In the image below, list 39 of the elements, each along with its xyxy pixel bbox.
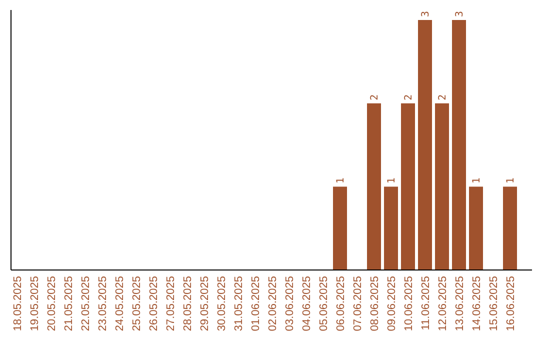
x-tick-label: 13.06.2025 — [454, 276, 466, 332]
data-label: 2 — [404, 94, 414, 100]
x-tick-label: 18.05.2025 — [12, 276, 24, 332]
x-tick-label: 19.05.2025 — [29, 276, 41, 332]
x-tick-label: 29.05.2025 — [199, 276, 211, 332]
x-tick-label: 03.06.2025 — [284, 276, 296, 332]
data-label: 3 — [420, 10, 432, 17]
x-tick-label: 28.05.2025 — [182, 276, 194, 332]
x-tick-label: 14.06.2025 — [471, 276, 483, 332]
data-label: 1 — [336, 178, 346, 184]
x-tick-label: 11.06.2025 — [420, 276, 432, 330]
x-tick-label: 08.06.2025 — [369, 276, 381, 332]
x-tick-label: 22.05.2025 — [80, 276, 92, 332]
x-tick-label: 31.05.2025 — [233, 276, 245, 332]
x-tick-label: 10.06.2025 — [403, 276, 415, 332]
x-tick-label: 24.05.2025 — [114, 276, 126, 332]
x-tick-label: 04.06.2025 — [301, 276, 313, 332]
data-label: 2 — [438, 94, 448, 100]
data-label: 2 — [370, 94, 380, 100]
x-tick-label: 21.05.2025 — [63, 276, 75, 332]
x-tick-label: 07.06.2025 — [352, 276, 364, 332]
x-tick-label: 06.06.2025 — [335, 276, 347, 332]
x-tick-label: 12.06.2025 — [437, 276, 449, 332]
x-tick-label: 01.06.2025 — [250, 276, 262, 332]
x-tick-label: 26.05.2025 — [148, 276, 160, 332]
x-tick-label: 20.05.2025 — [46, 276, 58, 332]
x-tick-label: 02.06.2025 — [267, 276, 279, 332]
x-tick-label: 27.05.2025 — [165, 276, 177, 332]
x-tick-label: 09.06.2025 — [386, 276, 398, 332]
x-tick-label: 16.06.2025 — [505, 276, 517, 332]
data-label: 1 — [386, 178, 398, 184]
x-tick-label: 15.06.2025 — [488, 276, 500, 332]
x-tick-label: 23.05.2025 — [97, 276, 109, 332]
x-tick-label: 30.05.2025 — [216, 276, 228, 332]
data-label: 1 — [472, 178, 482, 184]
data-label: 1 — [506, 178, 516, 184]
x-tick-label: 05.06.2025 — [318, 276, 330, 332]
data-label: 3 — [454, 10, 466, 17]
x-tick-label: 25.05.2025 — [131, 276, 143, 332]
